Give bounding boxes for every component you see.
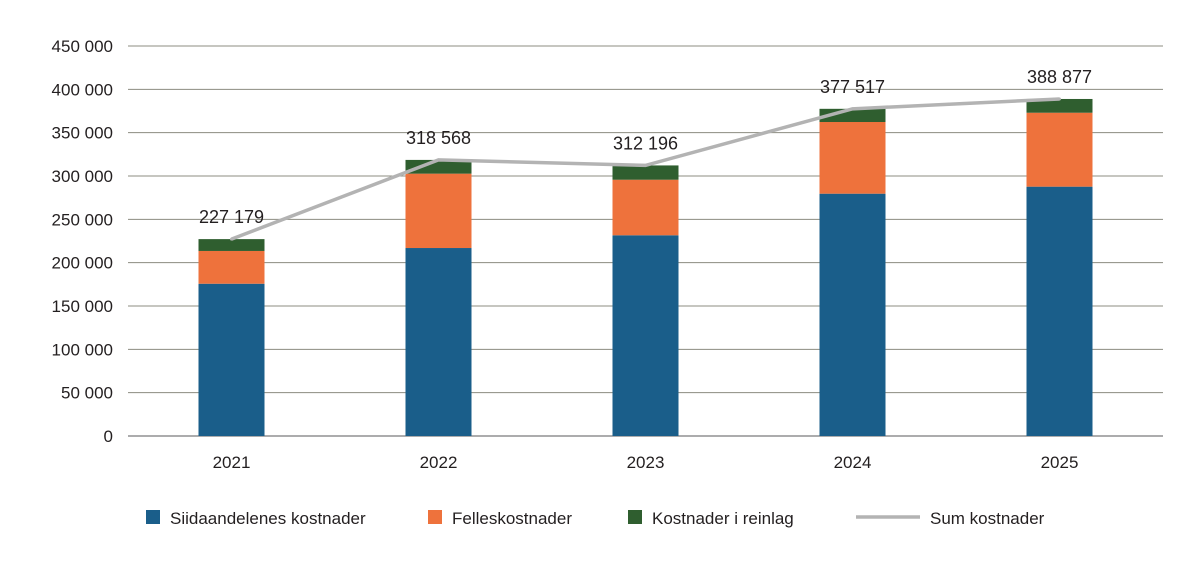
bar-segment-felleskostnader bbox=[198, 250, 265, 284]
y-tick-label: 300 000 bbox=[52, 167, 113, 186]
legend-swatch bbox=[428, 510, 442, 524]
data-label: 377 517 bbox=[820, 77, 885, 97]
sum-point bbox=[1058, 97, 1061, 101]
bar-segment-felleskostnader bbox=[612, 179, 679, 236]
bar-segment-felleskostnader bbox=[819, 122, 886, 194]
bar-segment-kostnader-i-reinlag bbox=[612, 165, 679, 180]
y-tick-label: 50 000 bbox=[61, 384, 113, 403]
y-tick-label: 100 000 bbox=[52, 340, 113, 359]
legend-label: Siidaandelenes kostnader bbox=[170, 509, 366, 528]
data-label: 227 179 bbox=[199, 207, 264, 227]
x-tick-label: 2024 bbox=[834, 453, 872, 472]
sum-point bbox=[644, 163, 647, 167]
bar-segment-siidaandelenes-kostnader bbox=[405, 248, 472, 436]
legend-label: Kostnader i reinlag bbox=[652, 509, 794, 528]
y-tick-label: 150 000 bbox=[52, 297, 113, 316]
y-tick-label: 350 000 bbox=[52, 124, 113, 143]
legend-label: Sum kostnader bbox=[930, 509, 1045, 528]
bar-segment-kostnader-i-reinlag bbox=[198, 239, 265, 251]
bar-segment-felleskostnader bbox=[405, 173, 472, 249]
x-tick-label: 2021 bbox=[213, 453, 251, 472]
data-label: 388 877 bbox=[1027, 67, 1092, 87]
bar-segment-siidaandelenes-kostnader bbox=[1026, 186, 1093, 436]
legend-swatch bbox=[146, 510, 160, 524]
x-tick-label: 2025 bbox=[1041, 453, 1079, 472]
y-tick-label: 200 000 bbox=[52, 254, 113, 273]
bar-segment-kostnader-i-reinlag bbox=[1026, 98, 1093, 113]
sum-point bbox=[230, 237, 233, 241]
y-tick-label: 0 bbox=[104, 427, 113, 446]
bar-segment-siidaandelenes-kostnader bbox=[612, 235, 679, 436]
sum-point bbox=[437, 158, 440, 162]
bar-segment-kostnader-i-reinlag bbox=[405, 159, 472, 174]
legend-label: Felleskostnader bbox=[452, 509, 572, 528]
y-tick-label: 450 000 bbox=[52, 37, 113, 56]
data-label: 318 568 bbox=[406, 128, 471, 148]
bar-segment-siidaandelenes-kostnader bbox=[198, 283, 265, 436]
x-tick-label: 2022 bbox=[420, 453, 458, 472]
y-tick-label: 400 000 bbox=[52, 80, 113, 99]
bar-segment-siidaandelenes-kostnader bbox=[819, 193, 886, 436]
y-tick-label: 250 000 bbox=[52, 210, 113, 229]
x-tick-label: 2023 bbox=[627, 453, 665, 472]
legend-swatch bbox=[628, 510, 642, 524]
data-label: 312 196 bbox=[613, 133, 678, 153]
bar-segment-felleskostnader bbox=[1026, 112, 1093, 187]
sum-point bbox=[851, 107, 854, 111]
